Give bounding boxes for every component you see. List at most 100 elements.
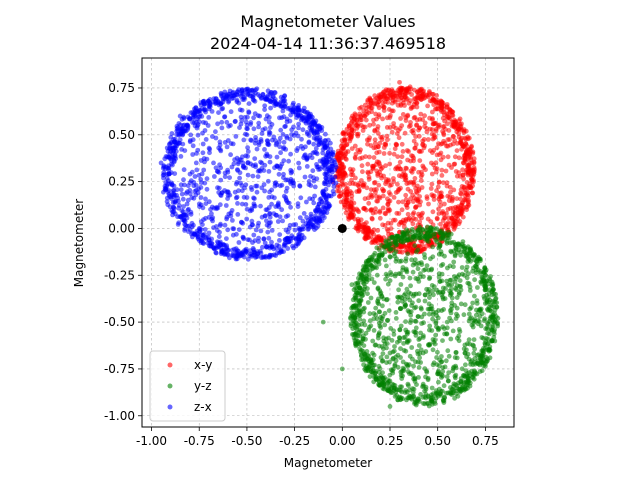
data-point (457, 140, 463, 146)
data-point (172, 192, 178, 198)
data-point (426, 342, 431, 348)
data-point (461, 312, 467, 318)
data-point (378, 166, 384, 172)
data-point (413, 216, 419, 222)
data-point (483, 285, 489, 291)
data-point (427, 295, 432, 300)
data-point (252, 156, 258, 162)
data-point (488, 274, 493, 279)
data-point (224, 236, 229, 242)
data-point (377, 215, 383, 221)
data-point (364, 185, 370, 191)
data-point (382, 310, 388, 316)
data-point (213, 129, 218, 135)
data-point (429, 385, 435, 391)
data-point (424, 369, 430, 375)
data-point (450, 387, 456, 392)
data-point (460, 200, 465, 206)
data-point (371, 231, 376, 237)
data-point (313, 219, 319, 225)
data-point (268, 125, 273, 130)
data-point (409, 169, 415, 175)
data-point (243, 165, 248, 171)
data-point (429, 160, 434, 166)
data-point (324, 160, 329, 165)
data-point (443, 168, 449, 174)
data-point (255, 92, 261, 97)
data-point (419, 321, 424, 326)
data-point (450, 328, 456, 334)
data-point (274, 163, 279, 169)
data-point (209, 211, 214, 217)
data-point (409, 257, 414, 263)
data-point (190, 234, 195, 240)
data-point (312, 227, 317, 233)
x-tick-label: -1.00 (136, 434, 167, 448)
data-point (411, 291, 417, 297)
data-point (453, 372, 459, 378)
data-point (441, 215, 447, 221)
data-point (375, 335, 381, 341)
data-point (296, 125, 301, 131)
data-point (362, 284, 368, 290)
data-point (365, 300, 371, 305)
data-point (422, 120, 428, 126)
data-point (339, 151, 345, 156)
data-point (477, 314, 483, 319)
data-point (322, 171, 328, 177)
data-point (335, 151, 341, 157)
data-point (446, 114, 451, 120)
data-point (301, 235, 307, 241)
data-point (221, 242, 226, 247)
data-point (359, 353, 364, 359)
data-point (461, 176, 466, 182)
data-point (226, 99, 231, 105)
data-point (258, 248, 263, 254)
data-point (430, 254, 436, 260)
data-point (380, 100, 386, 105)
data-point (458, 187, 464, 193)
data-point (386, 308, 392, 313)
data-point (214, 168, 220, 174)
data-point (193, 160, 199, 166)
data-point (447, 277, 453, 283)
data-point (344, 142, 350, 147)
data-point (355, 312, 360, 317)
data-point (222, 222, 228, 228)
data-point (393, 316, 399, 321)
data-point (404, 331, 410, 337)
data-point (373, 209, 379, 215)
data-point (372, 137, 378, 143)
data-point (408, 196, 413, 202)
data-point (228, 109, 234, 115)
data-point (423, 391, 429, 397)
data-point (391, 195, 397, 200)
data-point (220, 96, 226, 102)
data-point (283, 123, 288, 129)
data-point (417, 125, 422, 131)
data-point (304, 215, 309, 220)
data-point (453, 246, 459, 252)
data-point (267, 159, 273, 165)
data-point (317, 216, 323, 222)
data-point (410, 389, 416, 395)
data-point (437, 199, 443, 205)
data-point (187, 227, 193, 233)
data-point (384, 345, 389, 351)
data-point (408, 370, 414, 376)
data-point (328, 193, 334, 199)
data-point (418, 97, 424, 103)
data-point (350, 181, 356, 186)
data-point (490, 323, 495, 328)
data-point (226, 190, 231, 195)
data-point (361, 309, 367, 315)
data-point (262, 103, 268, 109)
data-point (369, 276, 375, 282)
data-point (182, 148, 188, 154)
data-point (384, 226, 390, 232)
data-point (376, 112, 382, 118)
data-point (294, 241, 300, 247)
data-point (228, 141, 234, 146)
data-point (349, 146, 355, 152)
data-point (344, 207, 350, 213)
